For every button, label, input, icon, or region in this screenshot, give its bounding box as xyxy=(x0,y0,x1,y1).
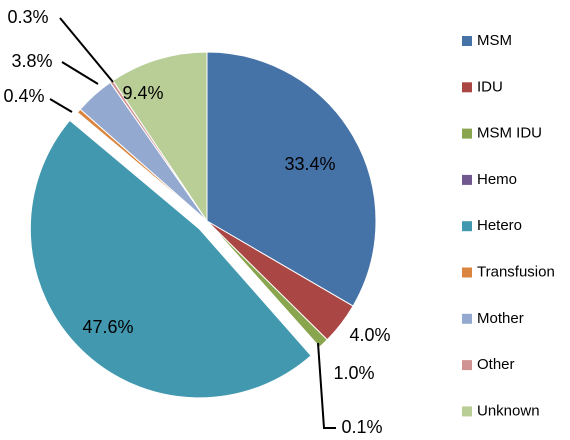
legend-swatch xyxy=(462,360,472,371)
legend-label: Transfusion xyxy=(477,263,555,280)
data-label: 33.4% xyxy=(284,154,335,174)
legend-swatch xyxy=(462,174,472,185)
legend-label: Other xyxy=(477,356,515,373)
data-label: 0.3% xyxy=(7,7,48,27)
legend-swatch xyxy=(462,128,472,139)
legend-swatch xyxy=(462,406,472,417)
legend-label: MSM IDU xyxy=(477,125,542,142)
legend-label: Mother xyxy=(477,310,524,327)
leader-line xyxy=(49,98,73,113)
leader-line xyxy=(61,61,99,85)
legend-label: Hetero xyxy=(477,217,522,234)
legend-swatch xyxy=(462,36,472,46)
data-label: 3.8% xyxy=(11,51,52,71)
legend-swatch xyxy=(462,267,472,278)
leader-line xyxy=(317,342,336,429)
pie-slice xyxy=(206,51,377,307)
data-label: 0.4% xyxy=(3,86,44,106)
legend-swatch xyxy=(462,313,472,324)
legend-swatch xyxy=(462,82,472,93)
legend-swatch xyxy=(462,221,472,232)
legend-label: IDU xyxy=(477,78,503,95)
legend-label: Unknown xyxy=(477,402,540,419)
data-label: 47.6% xyxy=(82,317,133,337)
data-label: 1.0% xyxy=(333,363,374,383)
leader-line xyxy=(59,17,114,83)
pie-slice xyxy=(29,119,312,399)
legend-label: MSM xyxy=(477,32,512,49)
legend-label: Hemo xyxy=(477,171,517,188)
data-label: 9.4% xyxy=(122,83,163,103)
data-label: 0.1% xyxy=(341,417,382,437)
pie-slice xyxy=(112,51,208,223)
data-label: 4.0% xyxy=(349,325,390,345)
